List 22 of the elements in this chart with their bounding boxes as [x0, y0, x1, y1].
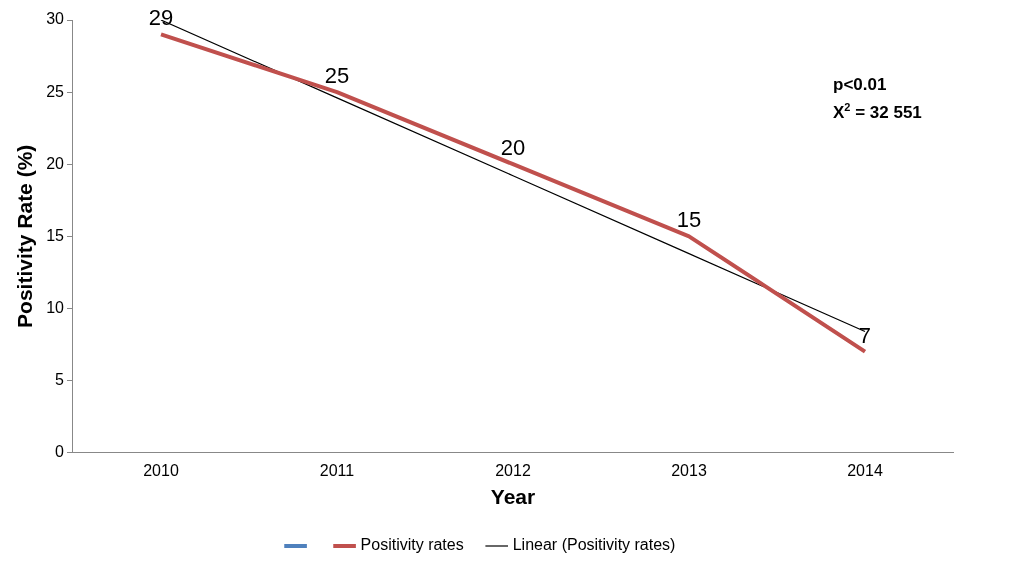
data-label: 25: [324, 63, 350, 89]
x-tick-label: 2014: [847, 461, 883, 479]
annotation: p<0.01: [833, 75, 887, 94]
y-tick-label: 25: [46, 82, 65, 100]
data-label: 20: [500, 135, 526, 161]
x-axis-title: Year: [490, 485, 536, 509]
y-tick-label: 20: [46, 154, 65, 172]
legend-label: Positivity rates: [360, 536, 464, 554]
y-tick-label: 10: [46, 298, 65, 316]
y-axis-title: Positivity Rate (%): [13, 144, 37, 328]
x-tick-label: 2012: [495, 461, 531, 479]
x-tick-label: 2013: [671, 461, 707, 479]
y-tick-label: 15: [46, 226, 65, 244]
data-label: 29: [148, 5, 174, 31]
data-label: 15: [676, 207, 702, 233]
y-tick-label: 5: [55, 370, 65, 388]
y-tick-label: 0: [55, 443, 65, 461]
y-tick-label: 30: [46, 10, 65, 28]
legend-label: Linear (Positivity rates): [512, 536, 676, 554]
x-tick-label: 2010: [143, 461, 179, 479]
data-label: 7: [858, 322, 872, 348]
x-tick-label: 2011: [319, 461, 355, 479]
